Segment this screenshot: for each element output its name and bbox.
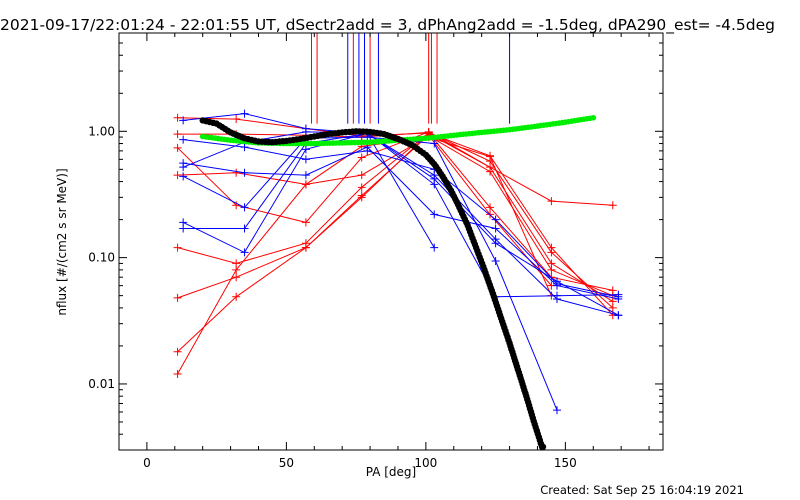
blue-point-3-6 [552, 277, 561, 286]
red-point-6-6 [608, 201, 617, 210]
blue-point-5-0 [179, 172, 188, 181]
x-tick-label-2: 100 [414, 456, 437, 470]
blue-point-3-1 [240, 248, 249, 257]
red-point-1-6 [547, 248, 556, 257]
red-point-1-0 [173, 130, 182, 139]
red-series-3 [173, 131, 617, 300]
y-tick-label-2: 1.00 [88, 124, 115, 138]
blue-point-4-7 [614, 311, 623, 320]
x-tick-label-0: 0 [143, 456, 151, 470]
blue-point-4-4 [430, 171, 439, 180]
plot-frame [118, 32, 664, 451]
blue-series-3 [179, 129, 623, 320]
data-series [173, 109, 623, 450]
blue-line-0 [183, 139, 619, 298]
black-curve [199, 117, 547, 450]
black-curve-dot-168 [539, 443, 547, 450]
blue-point-1-5 [491, 224, 500, 233]
blue-point-6-4 [430, 180, 439, 189]
blue-point-1-1 [240, 168, 249, 177]
red-point-4-3 [357, 183, 366, 192]
red-point-2-3 [357, 153, 366, 162]
blue-series-2 [179, 109, 439, 252]
red-point-6-1 [232, 292, 241, 301]
blue-line-3 [182, 132, 619, 316]
axis-ticks: 0 50 100 150 0.01 0.10 1.00 [88, 32, 663, 470]
y-axis-label: nflux [#/(cm2 s sr MeV)] [55, 168, 69, 315]
red-point-3-0 [173, 171, 182, 180]
blue-point-5-1 [240, 203, 249, 212]
red-point-7-1 [232, 265, 241, 274]
blue-point-0-2 [301, 155, 310, 164]
blue-point-5-5 [491, 257, 500, 266]
blue-point-4-0 [179, 224, 188, 233]
red-point-2-1 [232, 201, 241, 210]
red-point-2-2 [301, 218, 310, 227]
blue-point-1-4 [430, 210, 439, 219]
red-point-0-1 [232, 115, 241, 124]
blue-point-0-0 [179, 135, 188, 144]
blue-line-4 [183, 132, 619, 316]
plot-frame-group [118, 32, 664, 451]
y-tick-label-1: 0.10 [88, 251, 115, 265]
y-tick-label-0: 0.01 [88, 377, 115, 391]
vertical-markers [310, 33, 511, 124]
blue-series-0 [179, 135, 623, 301]
x-tick-label-3: 150 [554, 456, 577, 470]
blue-point-2-4 [430, 243, 439, 252]
blue-point-6-7 [614, 290, 623, 299]
red-point-5-1 [232, 273, 241, 282]
red-line-4 [177, 132, 613, 291]
blue-point-5-4 [430, 139, 439, 148]
blue-point-1-2 [301, 171, 310, 180]
red-series-6 [173, 129, 617, 356]
blue-point-6-2 [301, 127, 310, 136]
blue-point-5-6 [552, 406, 561, 415]
red-point-4-0 [173, 243, 182, 252]
blue-point-6-0 [179, 163, 188, 172]
blue-point-0-5 [491, 215, 500, 224]
red-point-0-0 [173, 113, 182, 122]
blue-line-1 [183, 146, 619, 300]
red-point-3-1 [232, 168, 241, 177]
x-tick-label-1: 50 [279, 456, 294, 470]
red-point-3-3 [357, 171, 366, 180]
red-point-4-7 [608, 286, 617, 295]
red-point-3-5 [486, 167, 495, 176]
green-curve-dot-126 [590, 115, 597, 121]
red-point-2-0 [173, 143, 182, 152]
red-point-6-0 [173, 347, 182, 356]
red-line-1 [177, 131, 614, 309]
red-series-7 [173, 133, 556, 378]
red-point-7-5 [486, 152, 495, 161]
blue-series-1 [179, 143, 623, 304]
red-line-2 [177, 131, 614, 302]
red-point-5-0 [173, 293, 182, 302]
red-point-5-5 [486, 210, 495, 219]
blue-series-4 [179, 129, 623, 320]
red-point-7-2 [301, 180, 310, 189]
blue-point-2-1 [240, 109, 249, 118]
blue-point-4-1 [240, 224, 249, 233]
red-point-3-6 [547, 265, 556, 274]
red-point-7-0 [173, 369, 182, 378]
blue-point-4-5 [491, 235, 500, 244]
red-point-4-5 [486, 203, 495, 212]
red-point-6-2 [301, 243, 310, 252]
x-axis-label: PA [deg] [366, 465, 416, 479]
red-point-6-5 [547, 197, 556, 206]
red-point-6-3 [357, 193, 366, 202]
created-timestamp: Created: Sat Sep 25 16:04:19 2021 [540, 483, 744, 497]
blue-point-2-0 [179, 116, 188, 125]
red-line-3 [177, 135, 613, 297]
chart-title: 2021-09-17/22:01:24 - 22:01:55 UT, dSect… [0, 16, 776, 34]
blue-point-6-6 [552, 291, 561, 300]
